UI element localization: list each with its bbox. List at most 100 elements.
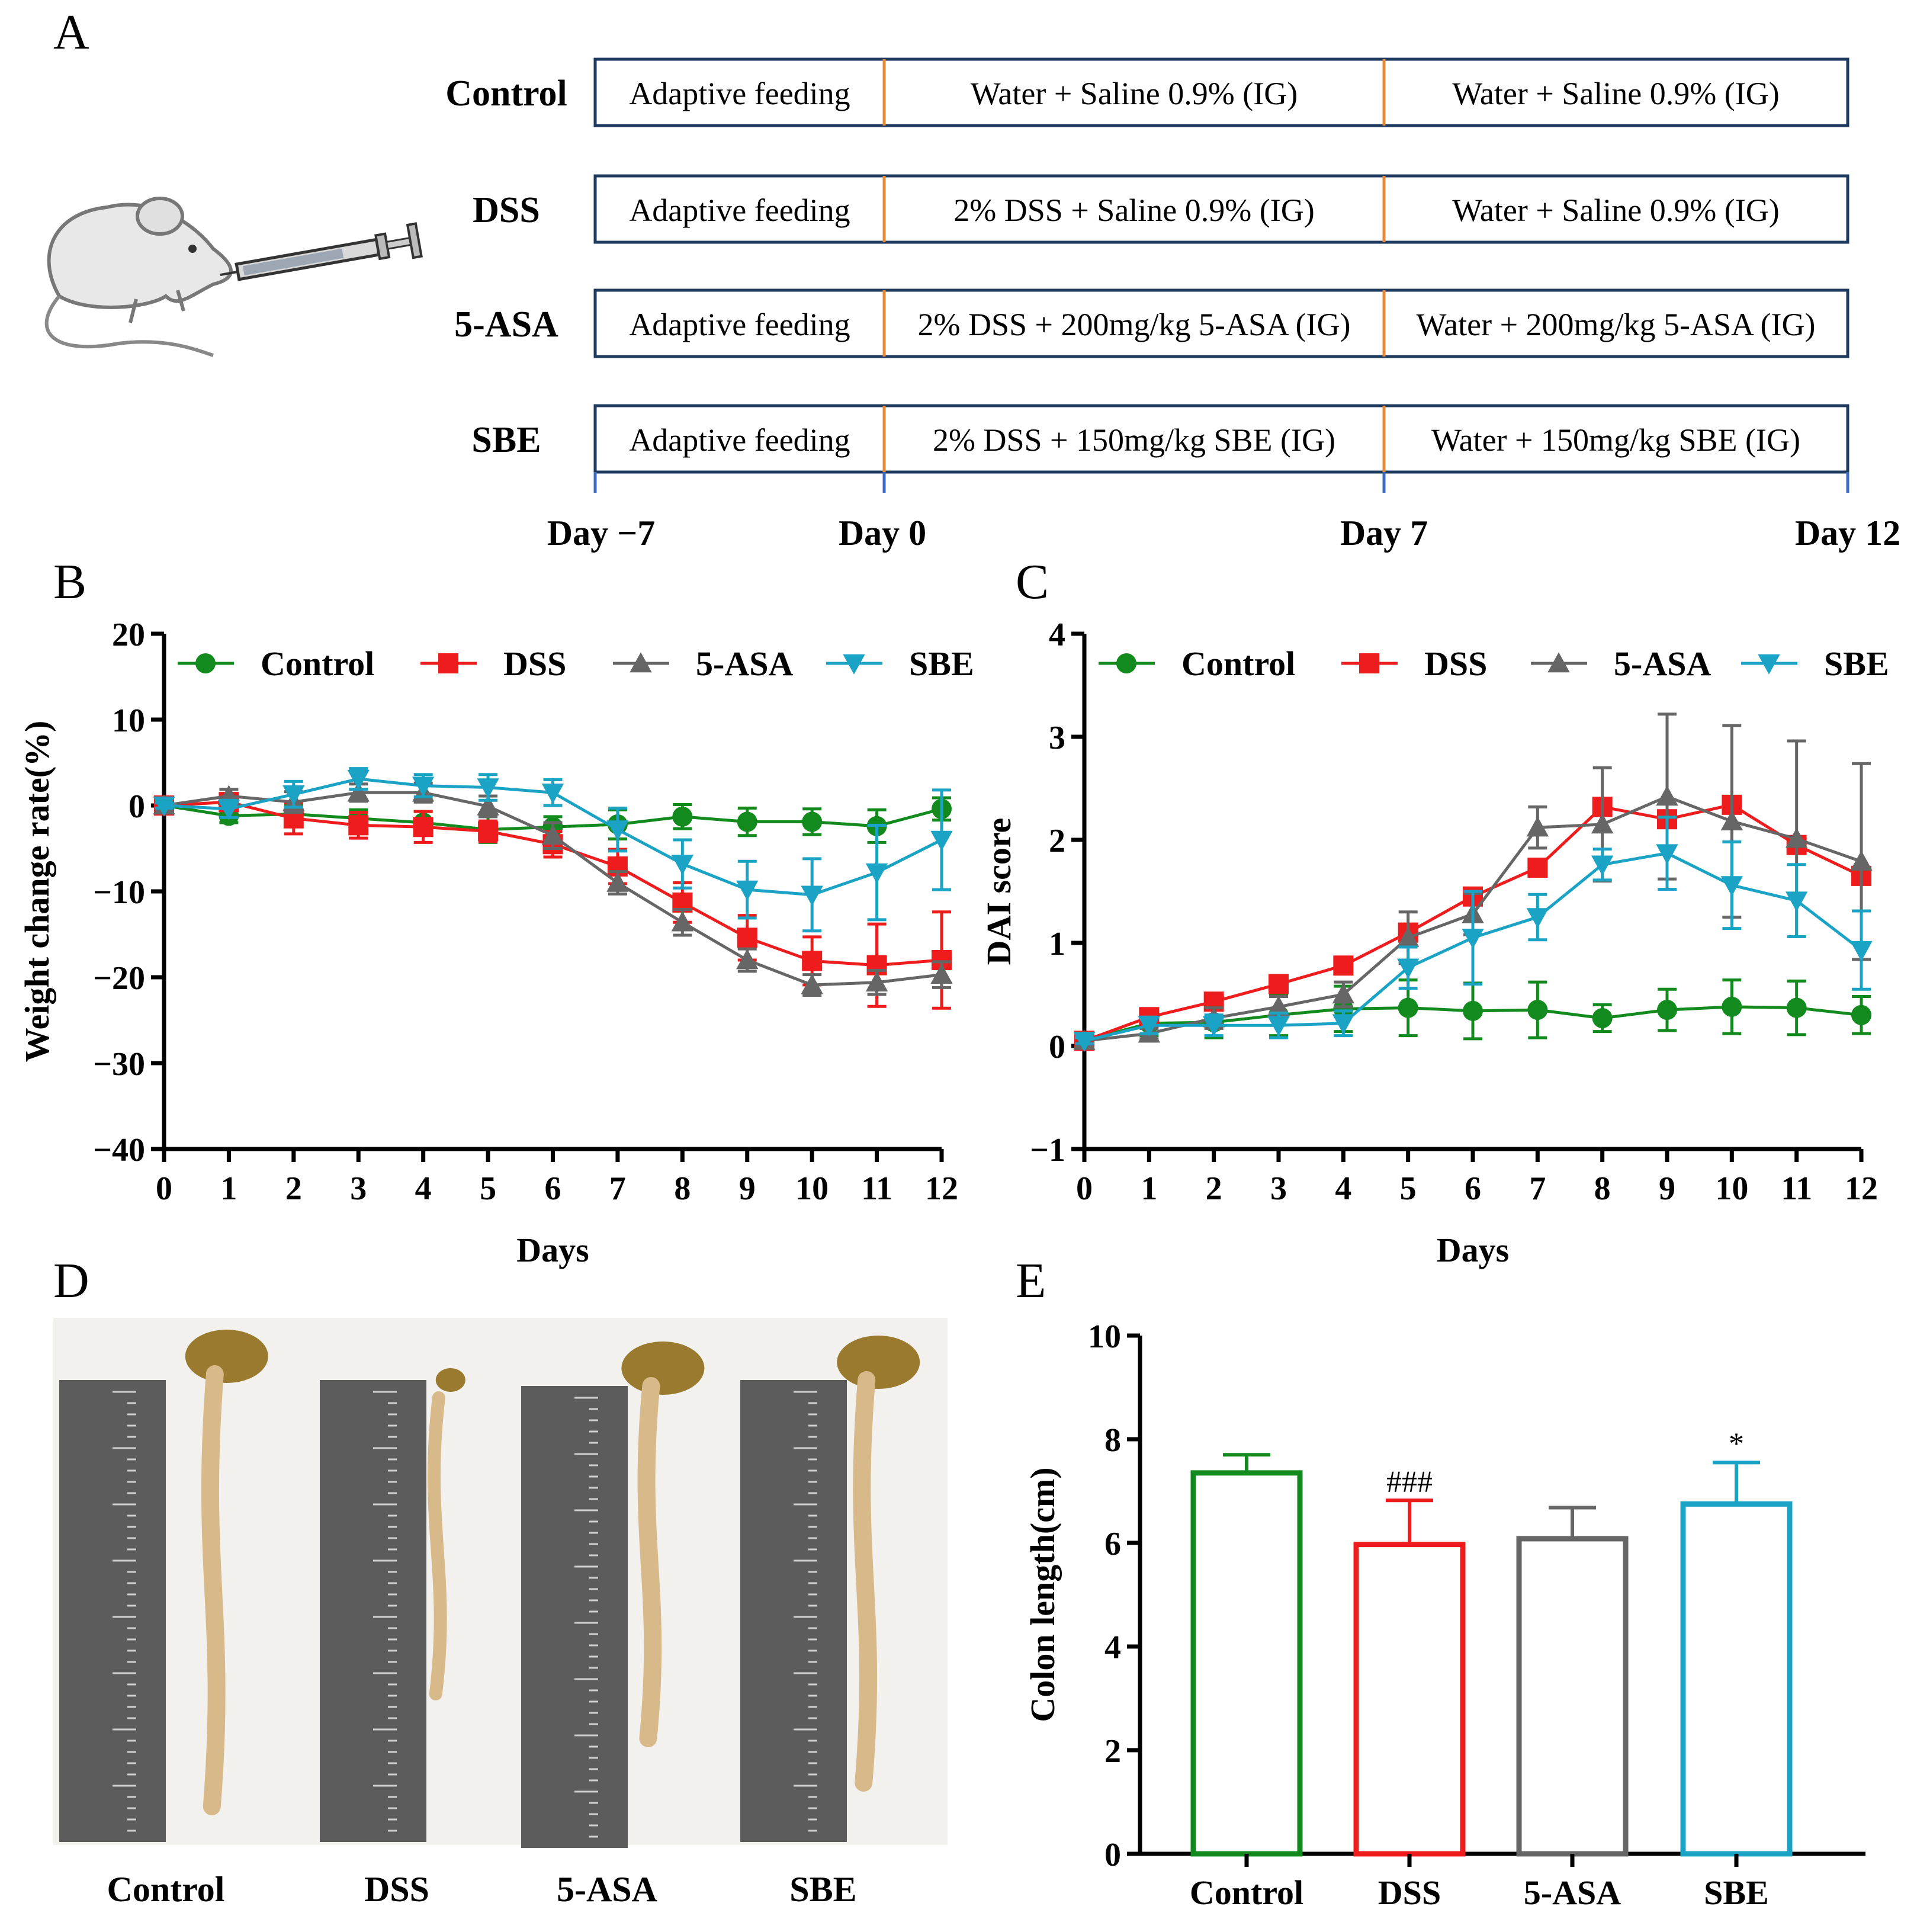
legend-label: Control bbox=[1181, 644, 1295, 683]
colon-icon bbox=[837, 1336, 920, 1389]
y-tick-label: 10 bbox=[1088, 1318, 1121, 1355]
x-tick-label: SBE bbox=[1704, 1873, 1769, 1912]
significance-label: * bbox=[1729, 1427, 1744, 1461]
data-point bbox=[477, 778, 499, 799]
panel-a: A Control Adaptive feeding Water + Saline … bbox=[44, 5, 1900, 553]
phase-text: 2% DSS + 200mg/kg 5-ASA (IG) bbox=[918, 307, 1351, 342]
y-tick-label: 4 bbox=[1049, 617, 1065, 653]
data-point bbox=[606, 820, 629, 841]
y-tick-label: 4 bbox=[1104, 1629, 1121, 1666]
legend-label: DSS bbox=[1424, 644, 1487, 683]
data-point bbox=[1396, 926, 1420, 947]
phase-text: Adaptive feeding bbox=[629, 192, 850, 228]
data-point bbox=[606, 871, 629, 892]
y-axis-label: DAI score bbox=[980, 818, 1018, 965]
group-label-dss: DSS bbox=[473, 190, 540, 230]
data-point bbox=[736, 880, 759, 901]
x-tick-label: 12 bbox=[925, 1170, 958, 1207]
phase-text: 2% DSS + 150mg/kg SBE (IG) bbox=[933, 422, 1335, 458]
group-label-5-asa: 5-ASA bbox=[454, 304, 558, 345]
x-tick-label: 3 bbox=[350, 1170, 367, 1207]
data-point bbox=[1138, 1016, 1161, 1036]
day-label: Day 7 bbox=[1340, 514, 1428, 553]
group-label-control: Control bbox=[445, 73, 567, 114]
data-point bbox=[1527, 857, 1548, 878]
data-point bbox=[1850, 850, 1873, 871]
legend-marker bbox=[1359, 653, 1379, 673]
legend-marker bbox=[438, 653, 458, 673]
ruler-icon bbox=[320, 1380, 426, 1842]
day-label: Day 12 bbox=[1795, 514, 1900, 553]
timeline-box bbox=[593, 174, 1849, 244]
data-point bbox=[802, 951, 823, 971]
colon-icon bbox=[435, 1368, 465, 1392]
y-tick-label: −10 bbox=[93, 874, 145, 911]
legend-marker bbox=[195, 653, 216, 673]
timeline-box bbox=[593, 404, 1849, 474]
series-control bbox=[1074, 978, 1871, 1051]
x-tick-label: 2 bbox=[1206, 1170, 1222, 1207]
x-axis-label: Days bbox=[1437, 1231, 1509, 1269]
data-point bbox=[282, 785, 305, 805]
y-tick-label: 2 bbox=[1104, 1733, 1121, 1770]
x-tick-label: 11 bbox=[861, 1170, 892, 1207]
x-tick-label: 8 bbox=[674, 1170, 691, 1207]
data-point bbox=[1073, 1032, 1096, 1052]
data-point bbox=[1269, 974, 1289, 994]
data-point bbox=[1592, 1008, 1613, 1029]
series-sbe bbox=[1073, 816, 1873, 1052]
data-point bbox=[1591, 813, 1614, 834]
data-point bbox=[1333, 955, 1354, 976]
data-point bbox=[671, 855, 694, 875]
y-tick-label: 2 bbox=[1049, 823, 1065, 859]
data-point bbox=[737, 811, 757, 832]
x-tick-label: 5 bbox=[480, 1170, 496, 1207]
significance-label: ### bbox=[1386, 1465, 1433, 1498]
data-point bbox=[1333, 999, 1354, 1019]
x-tick-label: 12 bbox=[1845, 1170, 1878, 1207]
phase-text: Adaptive feeding bbox=[629, 307, 850, 342]
data-point bbox=[737, 928, 757, 948]
phase-text: Water + Saline 0.9% (IG) bbox=[1452, 76, 1779, 111]
x-tick-label: 10 bbox=[795, 1170, 829, 1207]
x-tick-label: 4 bbox=[1335, 1170, 1351, 1207]
x-tick-label: Control bbox=[1190, 1873, 1303, 1912]
data-point bbox=[1720, 810, 1743, 830]
y-tick-label: 0 bbox=[129, 788, 145, 825]
x-tick-label: 0 bbox=[1076, 1170, 1093, 1207]
data-point bbox=[1656, 844, 1678, 865]
y-tick-label: 0 bbox=[1049, 1029, 1065, 1066]
data-point bbox=[1396, 958, 1420, 979]
bar-sbe bbox=[1680, 1501, 1793, 1857]
data-point bbox=[802, 811, 823, 832]
bar-5-asa bbox=[1516, 1536, 1629, 1857]
colon-icon bbox=[853, 1371, 878, 1792]
phase-text: Water + Saline 0.9% (IG) bbox=[1452, 192, 1779, 228]
data-point bbox=[736, 949, 759, 970]
x-tick-label: 5-ASA bbox=[1524, 1873, 1621, 1912]
data-point bbox=[672, 806, 693, 827]
y-tick-label: 10 bbox=[112, 702, 145, 739]
y-tick-label: 3 bbox=[1049, 720, 1065, 756]
y-tick-label: 0 bbox=[1104, 1837, 1121, 1873]
x-tick-label: 10 bbox=[1715, 1170, 1748, 1207]
data-point bbox=[541, 824, 564, 845]
photo-label-5-asa: 5-ASA bbox=[557, 1870, 657, 1909]
ruler-icon bbox=[740, 1380, 847, 1842]
legend-label: DSS bbox=[503, 644, 566, 683]
colon-icon bbox=[201, 1365, 226, 1815]
photo-label-control: Control bbox=[107, 1870, 225, 1909]
data-point bbox=[1202, 1016, 1225, 1036]
phase-text: Adaptive feeding bbox=[629, 76, 850, 111]
data-point bbox=[1526, 908, 1549, 929]
x-tick-label: 1 bbox=[1141, 1170, 1157, 1207]
data-point bbox=[1785, 891, 1808, 912]
phase-text: Water + Saline 0.9% (IG) bbox=[971, 76, 1298, 111]
data-point bbox=[930, 830, 953, 851]
y-tick-label: −30 bbox=[93, 1046, 145, 1083]
data-point bbox=[1656, 785, 1678, 806]
data-point bbox=[1720, 876, 1743, 897]
